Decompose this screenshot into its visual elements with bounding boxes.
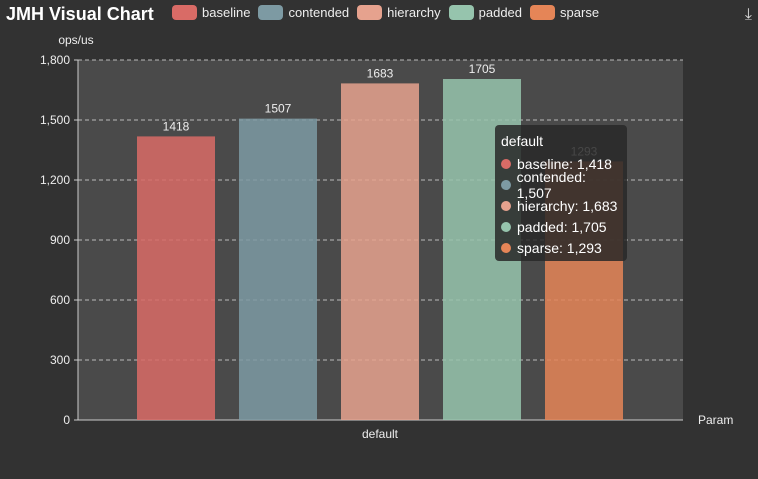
legend-label: hierarchy — [387, 5, 441, 20]
y-tick-label: 1,200 — [40, 173, 70, 187]
y-axis-label: ops/us — [58, 33, 93, 47]
tooltip-text: sparse: 1,293 — [517, 239, 602, 256]
download-icon[interactable]: ⤓ — [744, 6, 752, 23]
tooltip-row: contended: 1,507 — [501, 169, 621, 201]
legend: baseline contended hierarchy padded sparse — [172, 5, 599, 20]
x-axis-label: Param — [698, 413, 733, 427]
legend-item-contended[interactable]: contended — [258, 5, 349, 20]
tooltip-dot — [501, 158, 511, 169]
legend-swatch — [357, 5, 383, 20]
bar-contended[interactable] — [239, 118, 317, 420]
tooltip-text: padded: 1,705 — [517, 218, 607, 235]
tooltip-dot — [501, 221, 511, 232]
tooltip-row: hierarchy: 1,683 — [501, 195, 621, 216]
y-tick-label: 1,500 — [40, 113, 70, 127]
y-tick-label: 300 — [50, 353, 70, 367]
tooltip-row: padded: 1,705 — [501, 216, 621, 237]
y-tick-label: 1,800 — [40, 53, 70, 67]
tooltip-title: default — [501, 133, 544, 149]
tooltip-text: contended: 1,507 — [516, 168, 586, 201]
legend-label: padded — [478, 5, 523, 20]
bar-baseline[interactable] — [137, 136, 215, 420]
legend-item-hierarchy[interactable]: hierarchy — [357, 5, 441, 20]
data-label-padded: 1705 — [469, 62, 496, 76]
legend-item-padded[interactable]: padded — [448, 5, 523, 20]
tooltip-row: baseline: 1,418 — [501, 153, 621, 174]
legend-label: baseline — [202, 5, 251, 20]
tooltip-text: hierarchy: 1,683 — [517, 197, 618, 214]
tooltip-text: baseline: 1,418 — [517, 155, 612, 172]
chart-title: JMH Visual Chart — [6, 4, 154, 24]
tooltip-dot — [501, 179, 511, 190]
legend-item-baseline[interactable]: baseline — [172, 5, 250, 20]
data-label-hierarchy: 1683 — [367, 66, 394, 80]
y-tick-label: 0 — [63, 413, 70, 427]
x-tick-label: default — [362, 427, 399, 441]
bar-hierarchy[interactable] — [341, 83, 419, 421]
tooltip-dot — [501, 242, 511, 253]
legend-label: sparse — [560, 5, 600, 20]
legend-swatch — [448, 5, 474, 20]
legend-swatch — [530, 5, 556, 20]
legend-swatch — [172, 5, 197, 20]
tooltip: default baseline: 1,418 contended: 1,507 h… — [495, 125, 627, 261]
y-tick-label: 600 — [50, 293, 70, 307]
legend-label: contended — [288, 5, 350, 20]
tooltip-dot — [501, 200, 511, 211]
tooltip-row: sparse: 1,293 — [501, 237, 621, 258]
y-tick-label: 900 — [50, 233, 70, 247]
data-label-baseline: 1418 — [163, 119, 190, 133]
data-label-contended: 1507 — [265, 102, 292, 116]
legend-swatch — [258, 5, 284, 20]
legend-item-sparse[interactable]: sparse — [530, 5, 599, 20]
